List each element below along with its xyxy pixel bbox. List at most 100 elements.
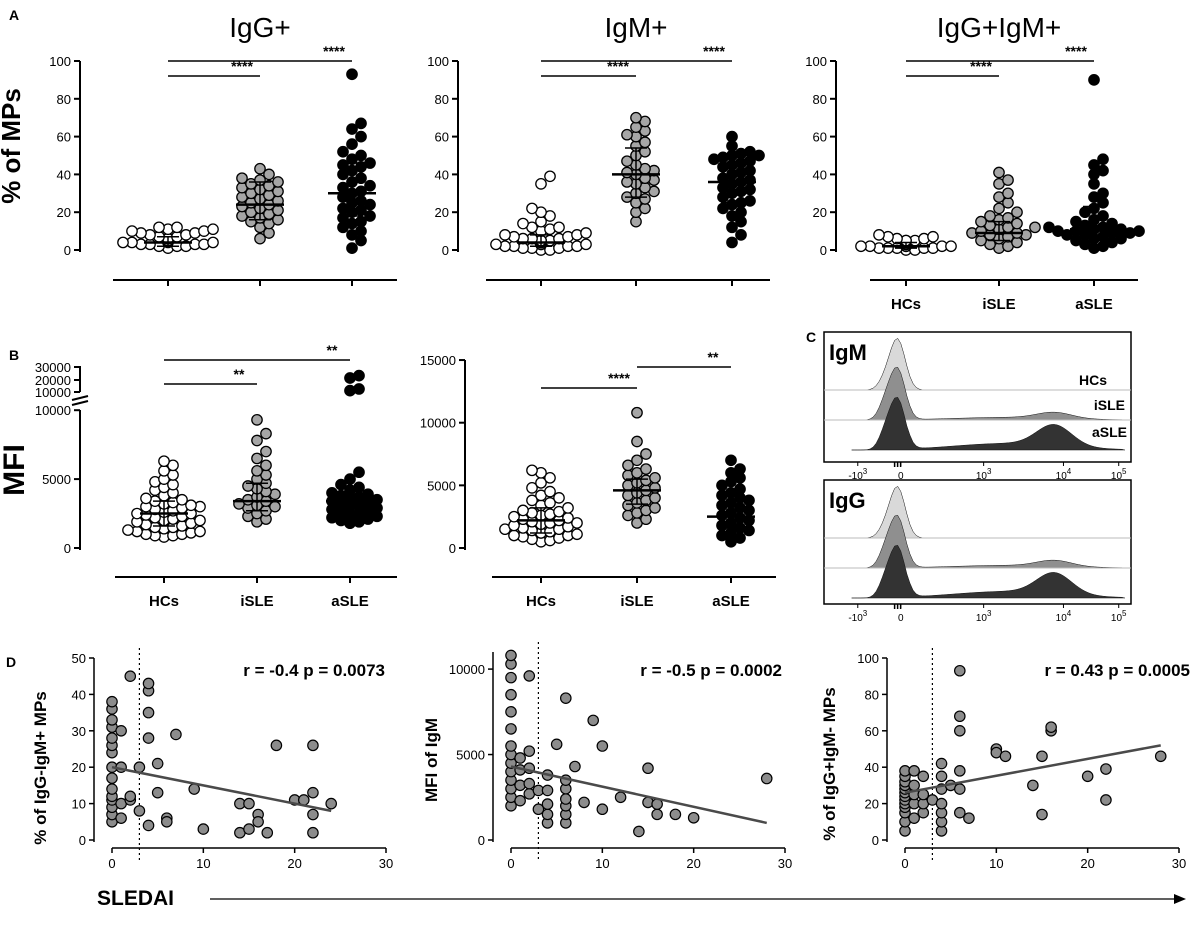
significance-label: **** — [323, 43, 345, 59]
panel-letter-d: D — [6, 654, 16, 670]
y-tick-label: 80 — [57, 92, 71, 107]
x-tick-label: 30 — [379, 856, 393, 871]
data-point-hcs — [508, 510, 520, 523]
x-tick-label: 0 — [898, 613, 904, 624]
data-point-isle — [621, 128, 633, 141]
x-tick-label-asle: aSLE — [1075, 296, 1113, 313]
y-tick-label: 40 — [813, 167, 827, 182]
data-point-isle — [260, 459, 272, 472]
data-point-hcs — [126, 225, 138, 237]
data-point-hcs — [526, 464, 538, 477]
significance-label: **** — [608, 370, 630, 386]
data-point — [1036, 750, 1048, 763]
data-point-asle — [734, 483, 746, 495]
data-point — [633, 825, 645, 838]
data-point-asle — [346, 242, 358, 254]
data-point — [523, 745, 536, 757]
data-point-isle — [631, 454, 643, 467]
data-point-isle — [649, 471, 661, 484]
y-tick-label-break: 30000 — [35, 360, 71, 375]
y-tick-label: 40 — [435, 167, 449, 182]
y-tick-label: 40 — [72, 687, 86, 702]
data-point — [1036, 808, 1048, 821]
data-point — [541, 784, 554, 797]
data-point-hcs — [580, 227, 592, 239]
regression-line — [510, 765, 768, 825]
data-point — [151, 757, 164, 770]
data-point — [151, 786, 164, 799]
y-tick-label: 0 — [64, 541, 71, 556]
data-point — [161, 815, 173, 828]
data-point-asle — [1133, 225, 1145, 237]
y-axis-label-b: MFI — [0, 444, 31, 496]
sledai-axis: SLEDAI — [97, 887, 1186, 910]
data-point-hcs — [562, 502, 574, 514]
data-point — [523, 670, 536, 682]
y-tick-label: 80 — [865, 687, 879, 702]
data-point-hcs — [517, 504, 529, 517]
data-point-asle — [364, 157, 376, 169]
x-tick-label: 0 — [507, 856, 514, 871]
data-point — [505, 649, 517, 662]
y-tick-label: 15000 — [420, 353, 456, 368]
data-point — [115, 724, 127, 737]
data-point — [505, 723, 517, 735]
histogram-label-asle: aSLE — [1092, 424, 1127, 440]
y-tick-label: 0 — [442, 243, 449, 258]
data-point-asle — [344, 473, 356, 485]
panel-title: IgM+ — [604, 12, 667, 43]
data-point-isle — [631, 406, 643, 419]
data-point-hcs — [185, 499, 197, 512]
y-tick-label: 10000 — [35, 403, 71, 418]
data-point-isle — [254, 232, 266, 245]
histogram-isle — [851, 367, 1125, 421]
data-point — [133, 805, 146, 817]
y-tick-label: 20 — [57, 205, 71, 220]
data-point-isle — [1002, 174, 1014, 186]
y-tick-label: 20 — [865, 797, 879, 812]
panel-letter-b: B — [9, 347, 19, 363]
y-tick-label: 100 — [857, 651, 879, 666]
data-point — [115, 812, 127, 824]
data-point — [559, 692, 572, 704]
data-point — [669, 808, 682, 821]
histogram-label-isle: iSLE — [1094, 397, 1125, 413]
data-point — [559, 793, 572, 805]
data-point-asle — [726, 236, 738, 249]
data-point — [270, 739, 283, 752]
x-tick-label: 20 — [1080, 856, 1094, 871]
data-point — [106, 732, 118, 744]
data-point — [514, 794, 526, 807]
data-point — [243, 823, 255, 835]
data-point — [124, 790, 137, 803]
histogram-asle — [851, 545, 1125, 599]
data-point — [505, 706, 517, 718]
data-point-isle — [640, 463, 652, 475]
data-point-hcs — [544, 471, 556, 484]
x-tick-label: 0 — [108, 856, 115, 871]
x-tick-label: 103 — [976, 467, 992, 482]
data-point — [505, 740, 517, 752]
data-point-isle — [984, 210, 996, 222]
data-point — [106, 695, 118, 708]
data-point — [505, 688, 517, 701]
data-point-isle — [621, 155, 633, 168]
y-tick-label: 60 — [435, 130, 449, 145]
data-point-hcs — [194, 514, 206, 527]
data-point-hcs — [207, 223, 219, 236]
data-point-asle — [355, 149, 367, 162]
data-point — [197, 823, 210, 835]
y-axis-label: MFI of IgM — [422, 718, 441, 802]
data-point-isle — [993, 166, 1005, 179]
x-tick-label: -103 — [848, 609, 867, 624]
y-tick-label: 0 — [478, 833, 485, 848]
histogram-asle — [851, 397, 1125, 451]
correlation-plot-D1: 0 10 20 30 0 10 20 30 40 50 r = -0.4 p = 0.0073 % o… — [31, 648, 393, 871]
data-point — [523, 777, 536, 790]
data-point-asle — [346, 123, 358, 135]
data-point-isle — [260, 445, 272, 458]
data-point-isle — [630, 111, 642, 124]
